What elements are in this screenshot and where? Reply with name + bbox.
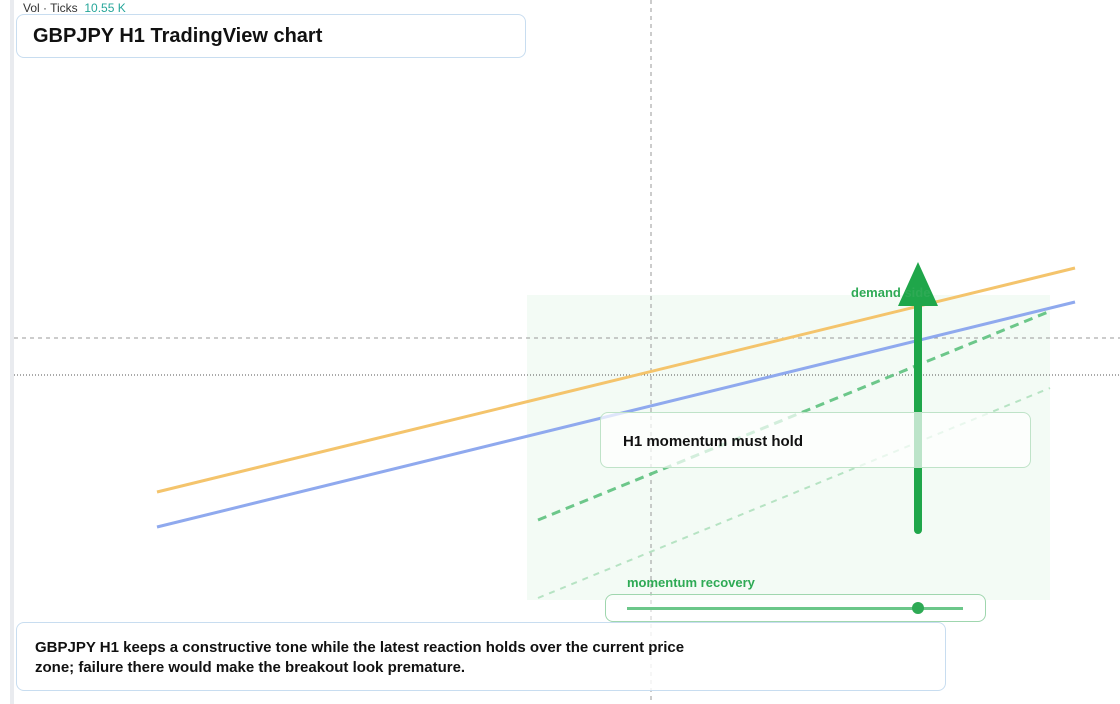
- recovery-box: [605, 594, 986, 622]
- recovery-label: momentum recovery: [627, 575, 755, 590]
- title: GBPJPY H1 TradingView chart: [33, 25, 323, 47]
- title-box: GBPJPY H1 TradingView chart: [16, 14, 526, 58]
- arrow-head: [898, 262, 938, 306]
- left-edge: [10, 0, 14, 704]
- volume-label: Vol · Ticks: [23, 1, 78, 15]
- zone-label: demand side: [851, 285, 930, 300]
- recovery-dot: [912, 602, 924, 614]
- volume-legend: Vol · Ticks 10.55 K: [23, 1, 126, 15]
- callout-box: H1 momentum must hold: [600, 412, 1031, 468]
- recovery-line: [627, 607, 963, 610]
- callout: H1 momentum must hold: [623, 433, 804, 450]
- caption-box: GBPJPY H1 keeps a constructive tone whil…: [16, 622, 946, 691]
- volume-value: 10.55 K: [84, 1, 126, 15]
- caption: GBPJPY H1 keeps a constructive tone whil…: [35, 639, 685, 676]
